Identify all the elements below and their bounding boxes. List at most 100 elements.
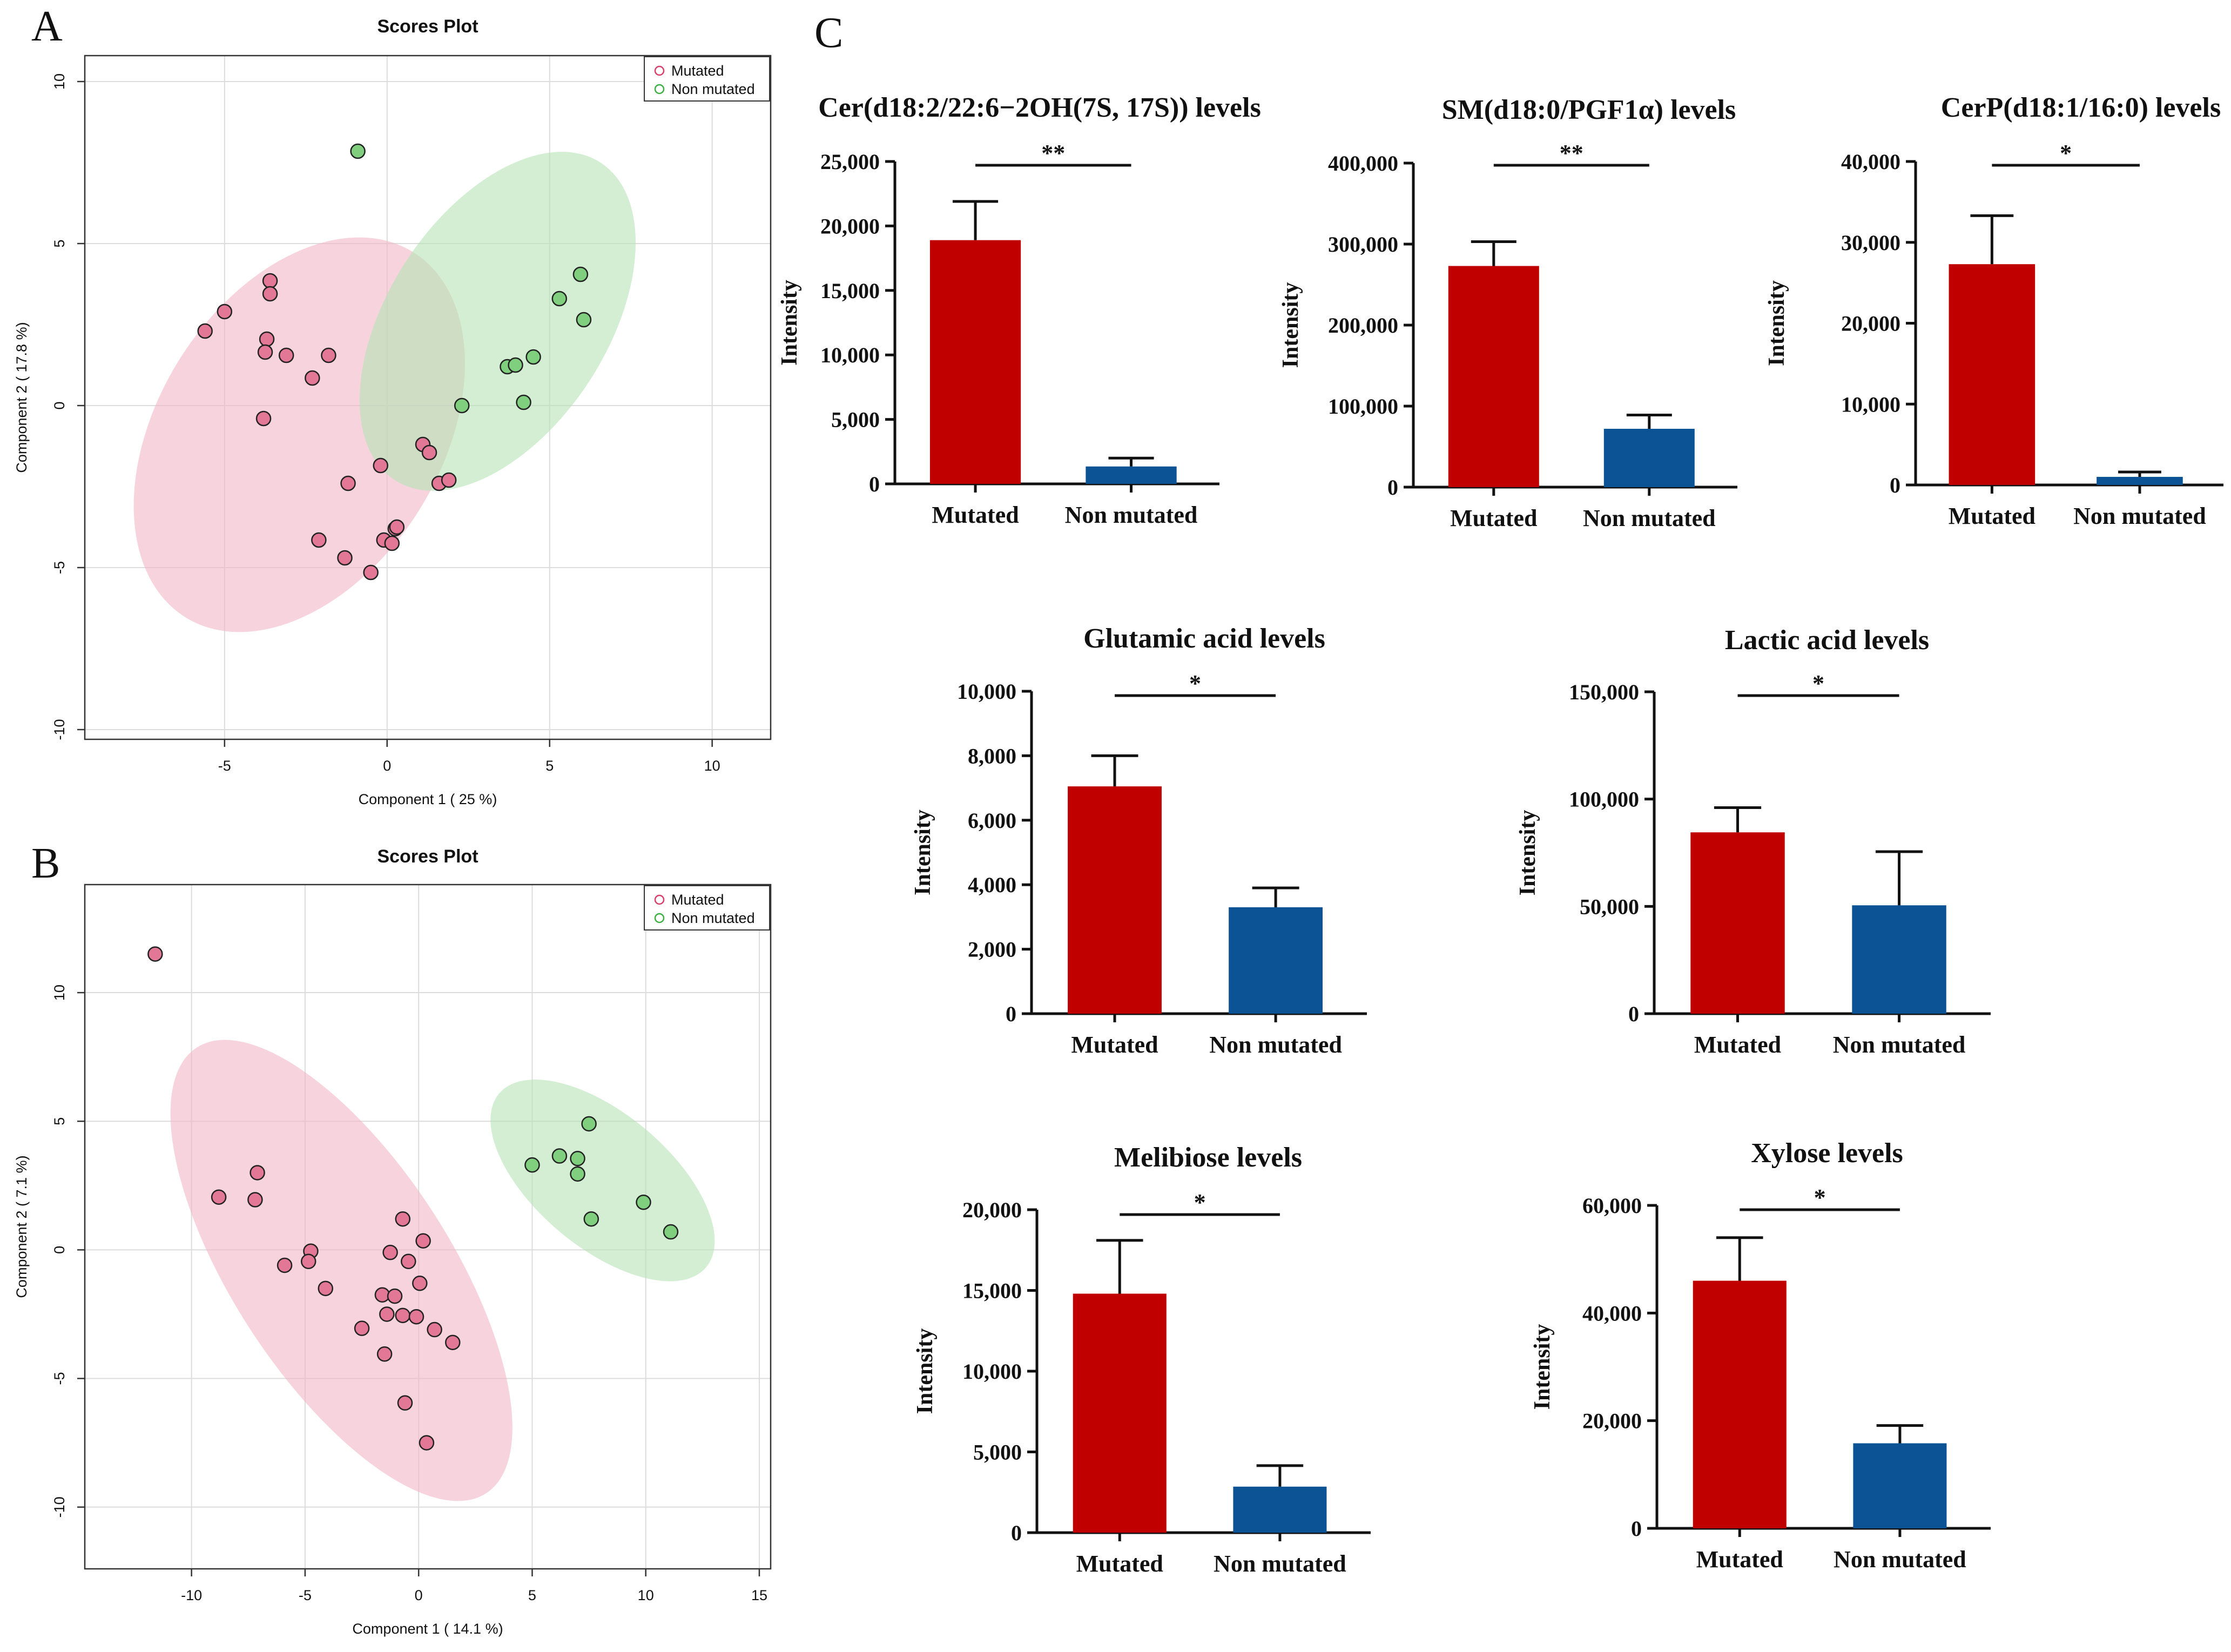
confidence-ellipse-non-mutated xyxy=(359,152,636,491)
data-point-mutated xyxy=(311,532,327,548)
data-point-mutated xyxy=(197,323,213,339)
data-point-mutated xyxy=(354,1320,370,1336)
category-label-mutated: Mutated xyxy=(1694,1031,1781,1058)
data-point-mutated xyxy=(421,444,437,461)
data-point-mutated xyxy=(321,347,336,363)
x-tick-label: 0 xyxy=(383,758,391,774)
data-point-mutated xyxy=(445,1334,461,1351)
data-point-mutated xyxy=(382,1244,398,1260)
category-label-mutated: Mutated xyxy=(1450,505,1537,531)
bar-chart-c5: 0 50,000 100,000 150,000 Mutated Non mutated *… xyxy=(1515,625,1991,1058)
confidence-ellipse-non-mutated xyxy=(490,1080,715,1282)
data-point-mutated xyxy=(217,304,233,320)
data-point-mutated xyxy=(211,1189,227,1205)
legend-box xyxy=(644,885,770,930)
category-label-non-mutated: Non mutated xyxy=(1209,1031,1342,1058)
data-point-mutated xyxy=(376,1346,393,1362)
bar-chart-c6: 0 5,000 10,000 15,000 20,000 Mutated Non mutat… xyxy=(913,1142,1371,1577)
data-point-non-mutated xyxy=(636,1195,651,1210)
data-point-mutated xyxy=(412,1276,428,1291)
y-tick-label: 0 xyxy=(869,472,880,496)
y-axis-label: Intensity xyxy=(777,280,802,366)
y-tick-label: 50,000 xyxy=(1580,894,1639,919)
scores-plot-title: Scores Plot xyxy=(377,16,478,37)
legend: Mutated Non mutated xyxy=(644,56,770,102)
data-point-mutated xyxy=(318,1280,334,1297)
category-label-mutated: Mutated xyxy=(932,502,1019,528)
bar-chart-c1: 0 5,000 10,000 15,000 20,000 25,000 Mutated Non… xyxy=(777,92,1261,528)
panel-letter-c: C xyxy=(814,9,843,57)
category-label-non-mutated: Non mutated xyxy=(2073,503,2206,529)
legend-label-mutated: Mutated xyxy=(671,63,724,79)
y-tick-label: 0 xyxy=(51,1246,68,1254)
data-point-non-mutated xyxy=(570,1166,585,1182)
y-tick-label: -5 xyxy=(51,561,68,574)
y-tick-label: 10,000 xyxy=(820,343,880,367)
panel-letter-a: A xyxy=(31,3,63,50)
data-point-mutated xyxy=(337,550,353,566)
bar-chart-c7: 0 20,000 40,000 60,000 Mutated Non mutated * Xy… xyxy=(1530,1138,1991,1573)
data-point-mutated xyxy=(257,344,273,360)
y-tick-label: 30,000 xyxy=(1841,231,1900,255)
data-point-non-mutated xyxy=(350,143,366,159)
bar-non-mutated xyxy=(1852,905,1946,1014)
scores-plot-b: -10 -5 0 5 10 15 -10 -5 0 5 10 Scores Plot Component… xyxy=(14,846,772,1637)
x-tick-label: 0 xyxy=(415,1587,423,1603)
y-tick-label: 150,000 xyxy=(1569,680,1639,704)
data-point-mutated xyxy=(262,273,278,289)
scores-plot-title: Scores Plot xyxy=(377,846,478,867)
data-point-mutated xyxy=(408,1309,424,1325)
data-point-mutated xyxy=(278,347,294,363)
charts-root: -5 0 5 10 -10 -5 0 5 10 Scores Plot Component 1 ( … xyxy=(14,16,2223,1637)
y-tick-label: 10,000 xyxy=(962,1359,1022,1384)
data-point-mutated xyxy=(397,1395,413,1411)
data-point-mutated xyxy=(373,457,388,474)
y-axis-label: Component 2 ( 17.8 %) xyxy=(14,322,30,473)
bar-chart-c2: 0 100,000 200,000 300,000 400,000 Mutated Non … xyxy=(1278,95,1737,531)
bar-chart-title: SM(d18:0/PGF1α) levels xyxy=(1442,95,1736,125)
bar-chart-c4: 0 2,000 4,000 6,000 8,000 10,000 Mutated Non mu… xyxy=(911,623,1367,1058)
y-tick-label: -10 xyxy=(51,719,68,740)
data-point-mutated xyxy=(441,472,457,488)
y-tick-label: 20,000 xyxy=(820,214,880,238)
y-axis-label: Intensity xyxy=(1530,1324,1555,1410)
y-tick-label: 0 xyxy=(1890,473,1900,497)
x-tick-label: -5 xyxy=(299,1587,312,1603)
x-tick-label: -10 xyxy=(181,1587,202,1603)
data-point-mutated xyxy=(305,370,320,386)
ellipses xyxy=(170,1040,715,1501)
data-point-non-mutated xyxy=(583,1211,599,1227)
y-tick-label: 0 xyxy=(1011,1521,1022,1545)
data-point-mutated xyxy=(363,564,379,581)
bar-chart-title: Lactic acid levels xyxy=(1725,625,1929,656)
data-point-mutated xyxy=(419,1435,435,1451)
category-label-mutated: Mutated xyxy=(1076,1550,1163,1577)
panel-letter-b: B xyxy=(31,840,60,887)
y-tick-label: 20,000 xyxy=(1582,1409,1642,1433)
bar-non-mutated xyxy=(1853,1443,1947,1528)
ellipses xyxy=(133,152,636,632)
significance-marker: * xyxy=(2060,140,2072,166)
y-tick-label: 8,000 xyxy=(968,744,1016,768)
scores-plot-a: -5 0 5 10 -10 -5 0 5 10 Scores Plot Component 1 ( … xyxy=(14,16,772,807)
y-axis-label: Intensity xyxy=(1515,810,1540,896)
data-point-mutated xyxy=(250,1165,265,1181)
x-axis-label: Component 1 ( 14.1 %) xyxy=(352,1621,503,1637)
data-point-non-mutated xyxy=(551,1148,568,1164)
bar-mutated xyxy=(1448,266,1539,487)
y-tick-label: 15,000 xyxy=(962,1279,1022,1303)
data-point-mutated xyxy=(340,475,356,491)
x-tick-label: -5 xyxy=(218,758,231,774)
data-point-mutated xyxy=(262,286,278,302)
y-tick-label: 40,000 xyxy=(1582,1301,1642,1325)
data-point-mutated xyxy=(147,946,163,962)
y-tick-label: 20,000 xyxy=(1841,312,1900,336)
data-point-mutated xyxy=(277,1257,293,1273)
data-point-non-mutated xyxy=(570,1151,585,1166)
data-point-non-mutated xyxy=(516,394,531,410)
y-tick-label: 0 xyxy=(1631,1516,1642,1541)
bar-chart-c3: 0 10,000 20,000 30,000 40,000 Mutated Non muta… xyxy=(1764,92,2223,529)
significance-marker: * xyxy=(1812,670,1824,697)
data-point-non-mutated xyxy=(663,1224,679,1240)
bar-non-mutated xyxy=(1603,429,1695,487)
